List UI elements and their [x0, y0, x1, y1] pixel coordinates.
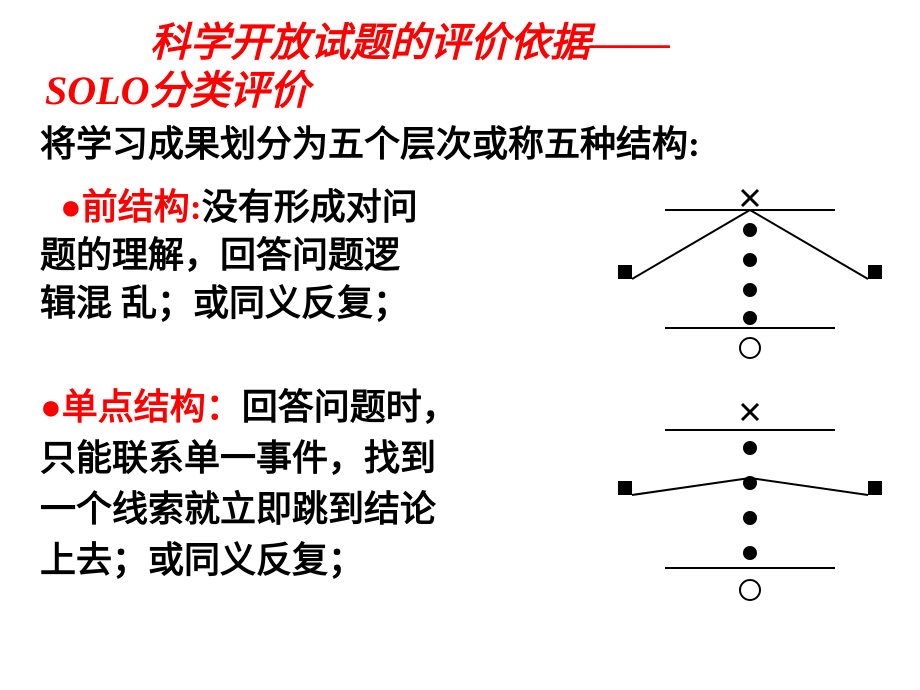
- diagram-prestructural: [610, 180, 890, 360]
- section1-bullet-label: ●前结构:: [60, 187, 202, 227]
- section2-bullet-label: ●单点结构：: [40, 387, 242, 427]
- section1-line3: 辑混 乱；或同义反复；: [40, 274, 409, 326]
- subtitle: 将学习成果划分为五个层次或称五种结构:: [40, 115, 700, 167]
- diagram-unistructural: [610, 390, 890, 610]
- section1-line2: 题的理解，回答问题逻: [40, 226, 400, 278]
- section2-line3: 一个线索就立即跳到结论: [40, 480, 436, 532]
- title-line2: SOLO分类评价: [45, 58, 309, 116]
- section1-text1: 没有形成对问: [202, 187, 418, 227]
- section2-heading: ●单点结构：回答问题时，: [40, 378, 458, 430]
- section1-heading: ●前结构:没有形成对问: [60, 178, 418, 230]
- section2-line2: 只能联系单一事件，找到: [40, 429, 436, 481]
- section2-line4: 上去；或同义反复；: [40, 531, 364, 583]
- section2-text1: 回答问题时，: [242, 387, 458, 427]
